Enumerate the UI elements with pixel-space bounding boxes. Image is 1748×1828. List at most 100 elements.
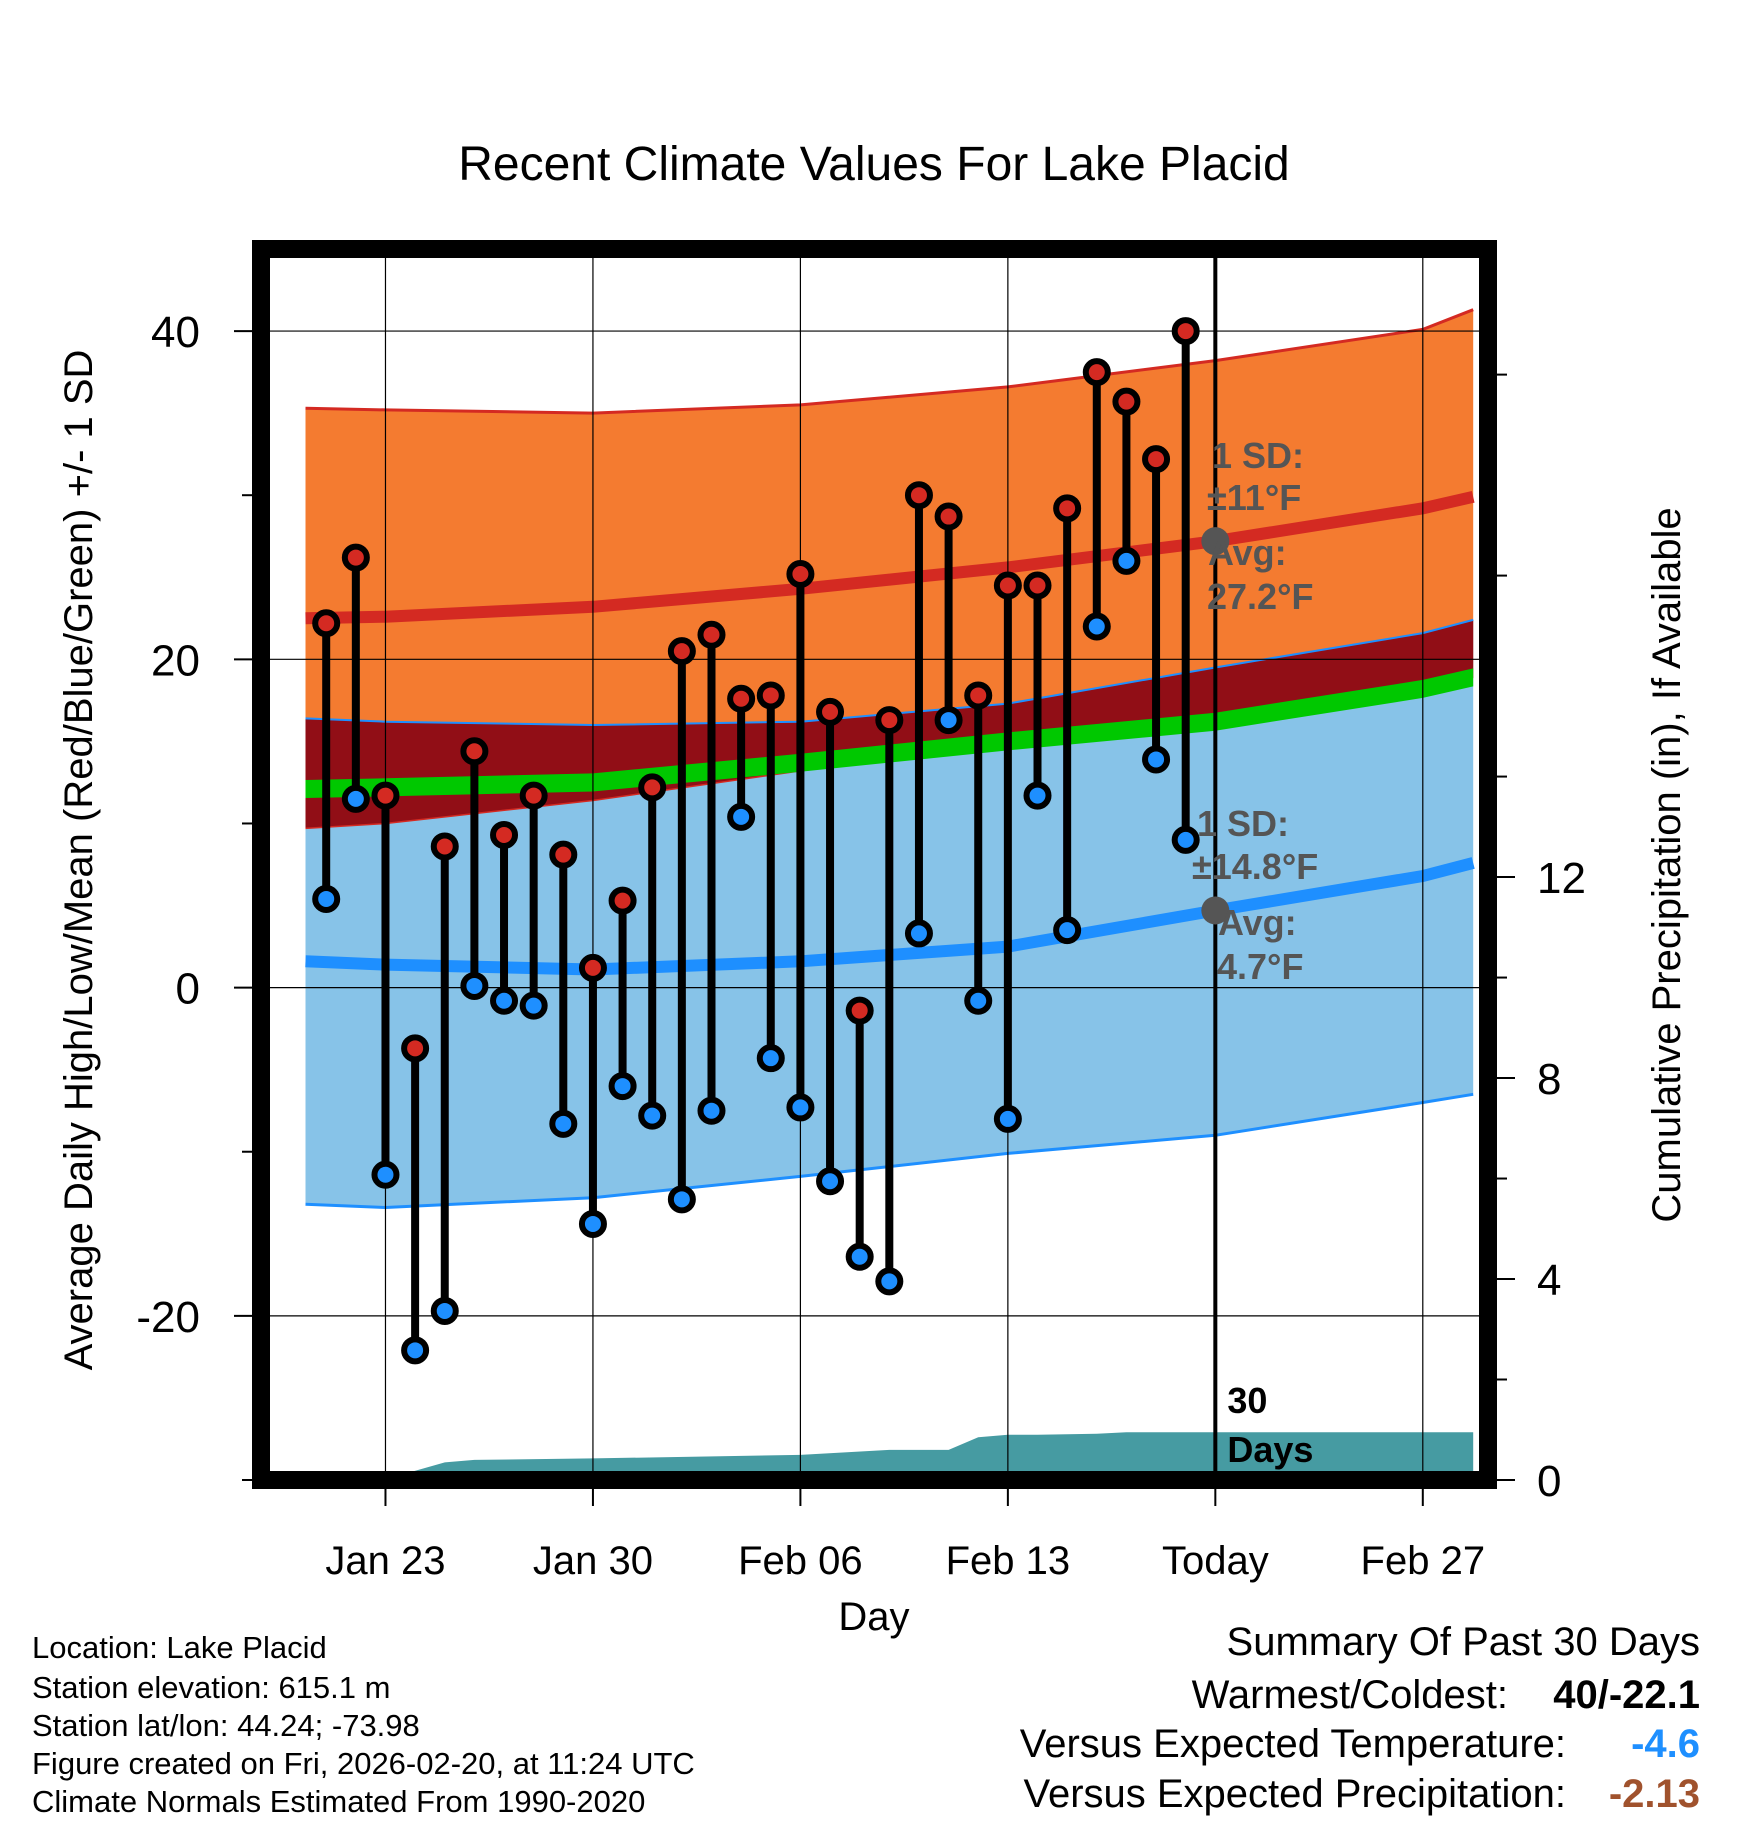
normals-text: Climate Normals Estimated From 1990-2020 — [32, 1784, 646, 1819]
daily-low-marker — [1053, 916, 1082, 945]
daily-high-marker — [371, 781, 400, 810]
daily-high-marker — [312, 609, 341, 638]
created-text: Figure created on Fri, 2026-02-20, at 11… — [32, 1746, 695, 1781]
daily-low-marker — [875, 1267, 904, 1296]
y2-tick-label-2: 8 — [1537, 1055, 1561, 1104]
daily-low-marker — [756, 1044, 785, 1073]
daily-low-marker — [1082, 612, 1111, 641]
daily-low-marker — [1171, 825, 1200, 854]
daily-high-marker — [1082, 358, 1111, 387]
precip-anomaly-label: Versus Expected Precipitation: — [1023, 1772, 1566, 1816]
daily-low-marker — [460, 971, 489, 1000]
daily-low-marker — [727, 802, 756, 831]
plot-frame — [252, 240, 1497, 1489]
daily-high-marker — [667, 637, 696, 666]
daily-high-marker — [816, 697, 845, 726]
high-sd-value: ±11°F — [1207, 477, 1301, 518]
daily-high-marker — [1112, 387, 1141, 416]
daily-low-marker — [1112, 546, 1141, 575]
precip-area — [305, 1432, 1474, 1480]
daily-low-marker — [845, 1242, 874, 1271]
daily-low-marker — [401, 1336, 430, 1365]
daily-high-marker — [549, 840, 578, 869]
daily-low-marker — [430, 1296, 459, 1325]
high-upper-edge-line — [305, 308, 1474, 415]
daily-high-marker — [934, 502, 963, 531]
mean-normal-band — [305, 668, 1474, 798]
daily-high-marker — [519, 781, 548, 810]
daily-low-marker — [993, 1104, 1022, 1133]
daily-high-marker — [1053, 494, 1082, 523]
x-tick-label-4: Today — [1162, 1539, 1269, 1583]
daily-high-marker — [727, 684, 756, 713]
high-avg-value: 27.2°F — [1207, 576, 1313, 617]
low-sd-label: 1 SD: — [1197, 803, 1289, 844]
low-sd-value: ±14.8°F — [1192, 846, 1318, 887]
daily-low-marker — [1023, 781, 1052, 810]
daily-low-marker — [608, 1072, 637, 1101]
daily-low-marker — [904, 919, 933, 948]
y-tick-label-0: -20 — [136, 1293, 200, 1342]
low-upper-edge-line — [305, 618, 1474, 727]
daily-high-marker — [578, 953, 607, 982]
x-tick-label-5: Feb 27 — [1361, 1539, 1486, 1583]
precip-anomaly-value: -2.13 — [1608, 1772, 1700, 1816]
daily-low-marker — [341, 784, 370, 813]
y-tick-label-2: 20 — [151, 636, 200, 685]
window-days-word: Days — [1227, 1429, 1313, 1470]
latlon-text: Station lat/lon: 44.24; -73.98 — [32, 1708, 420, 1743]
daily-low-marker — [697, 1096, 726, 1125]
daily-low-marker — [312, 884, 341, 913]
high-sd-label: 1 SD: — [1212, 435, 1304, 476]
y2-tick-label-1: 4 — [1537, 1256, 1561, 1305]
summary-title: Summary Of Past 30 Days — [1226, 1620, 1700, 1664]
y2-tick-label-3: 12 — [1537, 854, 1586, 903]
y-axis-label: Average Daily High/Low/Mean (Red/Blue/Gr… — [57, 350, 101, 1371]
y2-tick-label-0: 0 — [1537, 1457, 1561, 1506]
daily-high-marker — [993, 571, 1022, 600]
y-tick-label-1: 0 — [176, 965, 200, 1014]
daily-high-marker — [341, 543, 370, 572]
y2-axis-label: Cumulative Precipitation (in), If Availa… — [1645, 507, 1689, 1222]
normal-low-line — [305, 857, 1475, 976]
warm-cold-label: Warmest/Coldest: — [1191, 1673, 1508, 1717]
normal-high-line — [305, 490, 1475, 625]
daily-high-marker — [1171, 317, 1200, 346]
daily-low-marker — [371, 1160, 400, 1189]
daily-high-marker — [608, 886, 637, 915]
low-avg-dot — [1201, 896, 1230, 925]
daily-low-marker — [934, 706, 963, 735]
daily-low-marker — [816, 1167, 845, 1196]
daily-low-marker — [786, 1093, 815, 1122]
elevation-text: Station elevation: 615.1 m — [32, 1670, 391, 1705]
daily-high-marker — [430, 832, 459, 861]
daily-high-marker — [1142, 445, 1171, 474]
daily-low-marker — [519, 991, 548, 1020]
daily-high-marker — [845, 996, 874, 1025]
daily-low-marker — [667, 1185, 696, 1214]
daily-low-marker — [964, 986, 993, 1015]
daily-high-marker — [904, 481, 933, 510]
daily-high-marker — [460, 737, 489, 766]
daily-high-marker — [964, 681, 993, 710]
y-tick-label-3: 40 — [151, 308, 200, 357]
daily-low-marker — [490, 986, 519, 1015]
x-tick-label-2: Feb 06 — [738, 1539, 863, 1583]
daily-low-marker — [638, 1101, 667, 1130]
x-axis-label: Day — [838, 1595, 909, 1639]
temp-anomaly-label: Versus Expected Temperature: — [1019, 1722, 1566, 1766]
high-avg-label: Avg: — [1208, 532, 1287, 573]
daily-high-marker — [401, 1034, 430, 1063]
x-tick-label-3: Feb 13 — [946, 1539, 1071, 1583]
temp-anomaly-value: -4.6 — [1631, 1722, 1700, 1766]
high-avg-dot — [1201, 527, 1230, 556]
daily-low-marker — [1142, 745, 1171, 774]
low-avg-value: 4.7°F — [1217, 946, 1303, 987]
daily-high-marker — [756, 681, 785, 710]
daily-low-marker — [578, 1209, 607, 1238]
daily-high-marker — [638, 773, 667, 802]
daily-high-marker — [697, 620, 726, 649]
chart-title: Recent Climate Values For Lake Placid — [458, 138, 1290, 191]
x-tick-label-1: Jan 30 — [533, 1539, 653, 1583]
